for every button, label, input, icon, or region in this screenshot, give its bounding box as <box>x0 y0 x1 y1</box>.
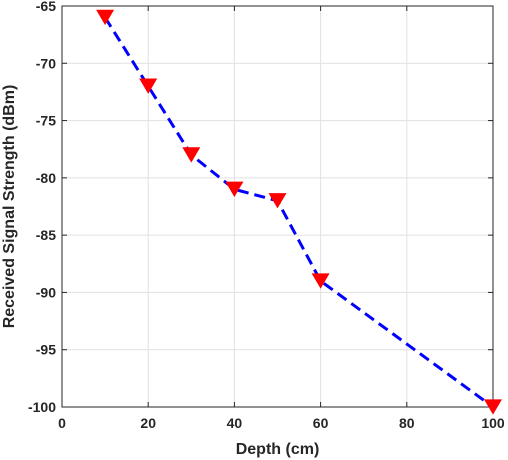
data-point-marker <box>96 9 115 26</box>
y-tick-label: -95 <box>36 342 56 358</box>
data-point-marker <box>225 181 244 197</box>
x-tick-label: 0 <box>58 415 66 431</box>
y-tick-label: -70 <box>36 55 56 71</box>
y-tick-label: -65 <box>36 0 56 14</box>
data-point-marker <box>311 273 330 289</box>
x-tick-label: 60 <box>313 415 329 431</box>
axes-frame <box>61 5 494 408</box>
x-tick-label: 100 <box>481 415 505 431</box>
data-point-marker <box>139 78 158 94</box>
y-tick-label: -85 <box>36 227 56 243</box>
x-tick-label: 80 <box>399 415 415 431</box>
x-axis-label: Depth (cm) <box>236 441 320 458</box>
x-tick-label: 40 <box>227 415 243 431</box>
data-point-marker <box>182 147 201 163</box>
axis-ticks: 0 20 40 60 80 100 -65 -70 -75 -80 -85 -90 -95 -100 <box>28 0 505 431</box>
x-tick-label: 20 <box>140 415 156 431</box>
series-group <box>96 9 502 415</box>
data-point-marker <box>268 193 287 209</box>
data-point-marker <box>484 399 502 415</box>
y-tick-label: -80 <box>36 170 56 186</box>
y-tick-label: -100 <box>28 399 56 415</box>
y-tick-label: -90 <box>36 284 56 300</box>
y-axis-label: Received Signal Strength (dBm) <box>1 85 18 329</box>
y-tick-label: -75 <box>36 113 56 129</box>
series-line <box>103 16 494 409</box>
